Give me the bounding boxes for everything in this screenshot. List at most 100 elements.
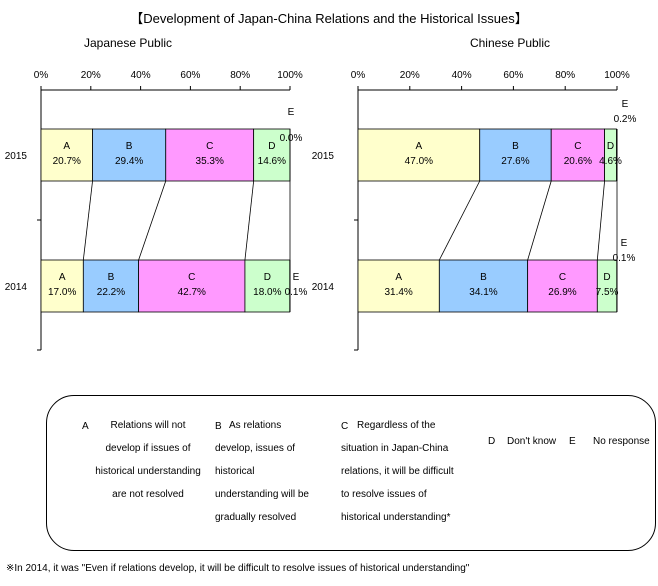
data-label: 34.1% [469,287,497,298]
segment-name-label: A [63,141,70,152]
x-tick-label: 40% [131,70,151,81]
bar-segment-c [527,259,598,313]
connector-line [596,180,605,261]
x-tick-label: 20% [400,70,420,81]
x-tick-label: 100% [604,70,630,81]
x-tick-label: 60% [180,70,200,81]
legend-c-line: historical understanding* [341,512,451,523]
legend-c-line: Regardless of the [357,420,436,431]
segment-name-label: D [268,141,275,152]
data-label: 31.4% [384,287,412,298]
bar-segment-b [479,128,552,182]
legend-b-line: understanding will be [215,489,309,500]
legend-key-c: C [341,421,349,432]
data-label: 22.2% [97,287,125,298]
legend-c-line: to resolve issues of [341,489,427,500]
x-tick-label: 100% [277,70,303,81]
data-label: 20.7% [53,156,81,167]
legend-key-b: B [215,421,222,432]
legend-c-line: situation in Japan-China [341,443,449,454]
x-tick-label: 0% [351,70,366,81]
x-tick-label: 60% [503,70,523,81]
x-tick-label: 80% [555,70,575,81]
data-label: 18.0% [253,287,281,298]
x-tick-label: 20% [81,70,101,81]
bar-segment-c [550,128,605,182]
legend-b-line: gradually resolved [215,512,297,523]
bar-segment-a [357,259,440,313]
bar-segment-d [596,259,618,313]
footnote: ※In 2014, it was "Even if relations deve… [6,563,470,574]
data-label: 0.1% [285,287,308,298]
legend-b-line: As relations [229,420,282,431]
category-label: 2015 [312,151,335,162]
legend-text-b: As relations develop, issues of historic… [215,414,335,529]
bar-segment-b [438,259,529,313]
data-label: 4.6% [599,156,622,167]
segment-name-label: B [126,141,133,152]
segment-name-label: E [622,99,629,110]
data-label: 47.0% [405,156,433,167]
legend-key-e: E [569,436,576,447]
legend-key-a: A [82,421,89,432]
bar-segment-a [357,128,481,182]
data-label: 0.2% [614,114,637,125]
x-tick-label: 0% [34,70,49,81]
legend-text-a: Relations will not develop if issues of … [83,414,213,506]
legend-a-line: develop if issues of [105,443,191,454]
legend: A Relations will not develop if issues o… [46,395,656,551]
segment-name-label: C [206,141,213,152]
segment-name-label: C [574,141,581,152]
legend-a-line: Relations will not [110,420,186,431]
segment-name-label: C [188,272,195,283]
bar-segment-c [138,259,246,313]
segment-name-label: B [480,272,487,283]
panel-title: Chinese Public [470,36,550,50]
segment-name-label: E [621,238,628,249]
segment-name-label: E [293,272,300,283]
category-label: 2014 [5,282,28,293]
category-label: 2014 [312,282,335,293]
bar-segment-d [244,259,291,313]
segment-name-label: D [607,141,614,152]
legend-c-line: relations, it will be difficult [341,466,454,477]
data-label: 14.6% [258,156,286,167]
main-title: 【Development of Japan-China Relations an… [130,11,528,26]
chart-area: Japanese Public 0% 20% 40% 60% 80% 100% 2015 201… [5,36,637,351]
legend-text-e: No response [593,436,650,447]
bar-segment-b [82,259,140,313]
x-tick-label: 80% [230,70,250,81]
data-label: 0.1% [613,253,636,264]
legend-a-line: historical understanding [95,466,201,477]
data-label: 27.6% [501,156,529,167]
segment-name-label: A [395,272,402,283]
data-label: 20.6% [564,156,592,167]
data-label: 42.7% [178,287,206,298]
legend-a-line: are not resolved [112,489,184,500]
segment-name-label: C [559,272,566,283]
segment-name-label: E [288,107,295,118]
segment-name-label: B [512,141,519,152]
data-label: 35.3% [196,156,224,167]
legend-b-line: historical [215,466,255,477]
segment-name-label: A [416,141,423,152]
legend-key-d: D [488,436,496,447]
bar-segment-c [165,128,255,182]
data-label: 7.5% [596,287,619,298]
bar-segment-d [604,128,617,182]
bar-segment-a [40,128,93,182]
panel-title: Japanese Public [84,36,172,50]
data-label: 0.0% [280,133,303,144]
segment-name-label: D [603,272,610,283]
segment-name-label: D [264,272,271,283]
data-label: 29.4% [115,156,143,167]
bar-segment-d [253,128,291,182]
segment-name-label: B [108,272,115,283]
segment-name-label: A [59,272,66,283]
legend-text-d: Don't know [507,436,557,447]
connector-line [244,180,255,261]
bar-segment-a [40,259,84,313]
bar-segment-b [92,128,167,182]
data-label: 26.9% [548,287,576,298]
legend-text-c: Regardless of the situation in Japan-Chi… [341,414,481,529]
